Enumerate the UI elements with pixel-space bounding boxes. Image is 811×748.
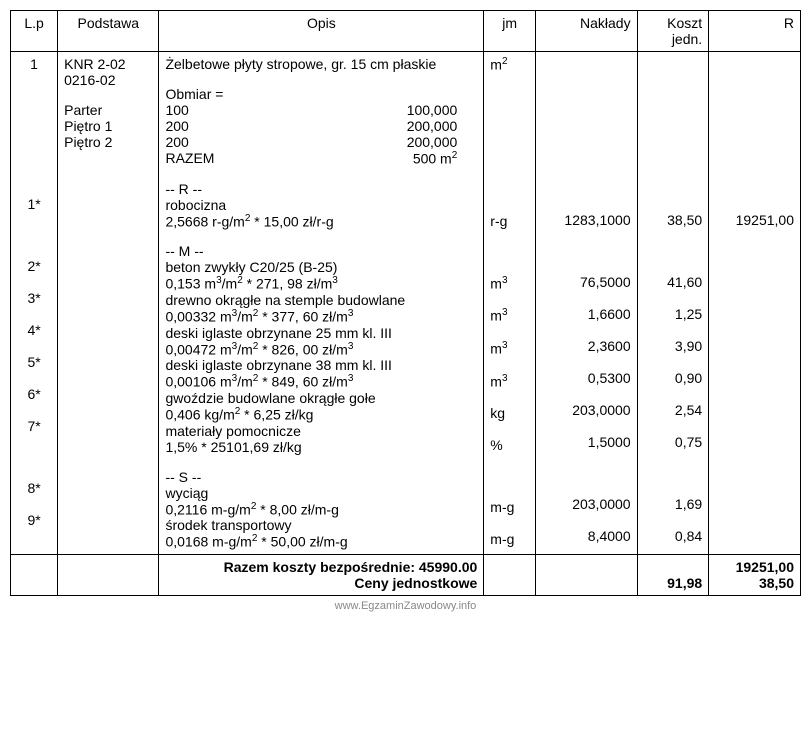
watermark: www.EgzaminZawodowy.info [10, 600, 801, 612]
lp-cell: 1 1* 2* 3* 4* 5* 6* 7* 8* 9* [11, 52, 58, 555]
f-r: 19251,0038,50 [709, 554, 801, 595]
naklady-cell: 1283,1000 76,5000 1,6600 2,3600 0,5300 2… [535, 52, 637, 555]
opis-cell: Żelbetowe płyty stropowe, gr. 15 cm płas… [159, 52, 484, 555]
cost-table: L.p Podstawa Opis jm Nakłady Koszt jedn.… [10, 10, 801, 596]
f-koszt: 91,98 [637, 554, 709, 595]
h-jm: jm [484, 11, 536, 52]
f-jm [484, 554, 536, 595]
f-lp [11, 554, 58, 595]
h-naklady: Nakłady [535, 11, 637, 52]
table-body-row: 1 1* 2* 3* 4* 5* 6* 7* 8* 9* KNR 2-02021… [11, 52, 801, 555]
h-opis: Opis [159, 11, 484, 52]
r-cell: 19251,00 [709, 52, 801, 555]
h-podstawa: Podstawa [58, 11, 159, 52]
f-pod [58, 554, 159, 595]
h-r: R [709, 11, 801, 52]
koszt-cell: 38,50 41,60 1,25 3,90 0,90 2,54 0,75 1,6… [637, 52, 709, 555]
h-lp: L.p [11, 11, 58, 52]
footer-row: Razem koszty bezpośrednie: 45990.00Ceny … [11, 554, 801, 595]
podstawa-cell: KNR 2-020216-02ParterPiętro 1Piętro 2 [58, 52, 159, 555]
f-nak [535, 554, 637, 595]
header-row: L.p Podstawa Opis jm Nakłady Koszt jedn.… [11, 11, 801, 52]
h-koszt: Koszt jedn. [637, 11, 709, 52]
jm-cell: m2 r-g m3 m3 m3 m3 kg % m-g m-g [484, 52, 536, 555]
f-opis: Razem koszty bezpośrednie: 45990.00Ceny … [159, 554, 484, 595]
